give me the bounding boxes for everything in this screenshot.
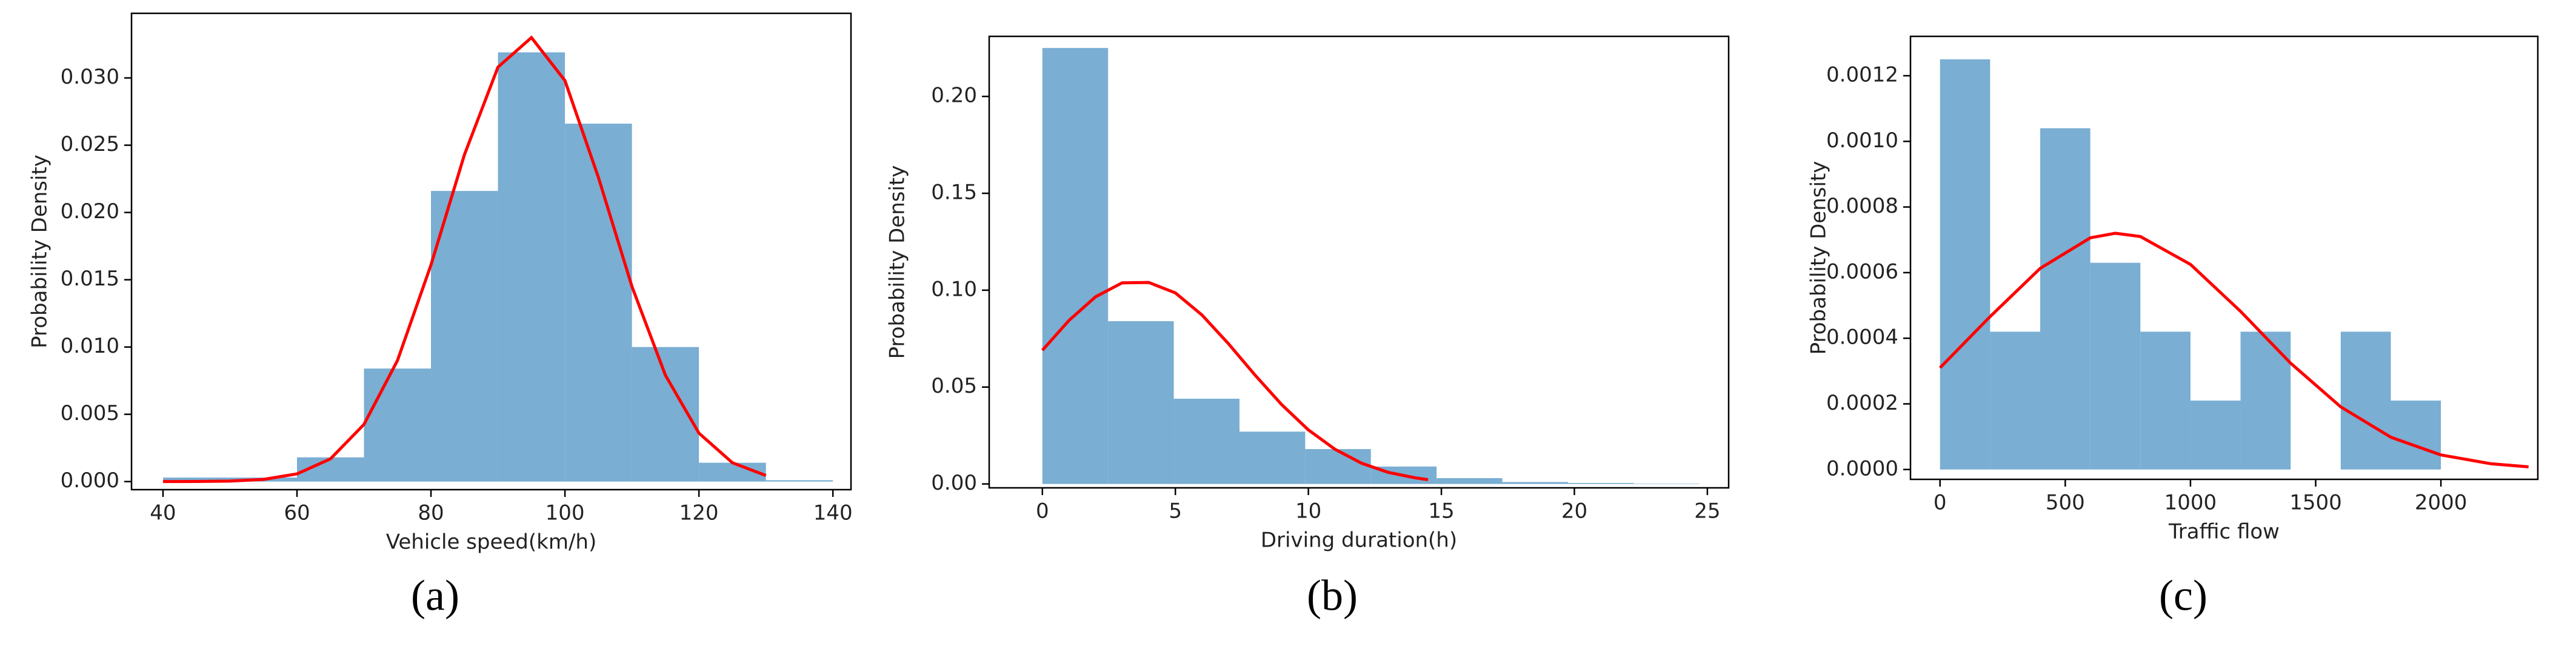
bar (364, 368, 432, 482)
y-tick-label: 0.0004 (1826, 325, 1898, 350)
bar (1173, 398, 1240, 484)
y-tick-label: 0.10 (931, 277, 977, 301)
y-tick-label: 0.005 (61, 401, 119, 425)
x-tick-label: 0 (1934, 491, 1947, 515)
y-tick-label: 0.0002 (1826, 391, 1898, 415)
bar (2090, 262, 2141, 470)
x-tick-label: 1500 (2289, 491, 2342, 515)
bar (1305, 449, 1371, 484)
y-tick-label: 0.010 (61, 334, 119, 358)
x-axis-label: Traffic flow (2168, 520, 2280, 544)
y-tick-label: 0.20 (931, 84, 977, 108)
y-tick-label: 0.000 (61, 468, 119, 493)
bar (431, 191, 498, 482)
bar (2391, 401, 2441, 470)
bar (2040, 128, 2090, 470)
y-tick-label: 0.0000 (1826, 456, 1898, 481)
y-axis-label: Probability Density (886, 165, 910, 359)
x-tick-label: 1000 (2164, 491, 2217, 515)
x-tick-label: 60 (284, 501, 310, 525)
bar (498, 52, 566, 482)
x-tick-label: 2000 (2415, 491, 2468, 515)
x-tick-label: 40 (150, 501, 176, 525)
bar (1108, 321, 1174, 484)
caption: (a) (411, 571, 459, 620)
x-axis-label: Vehicle speed(km/h) (386, 530, 596, 554)
bar (766, 480, 833, 482)
x-tick-label: 20 (1561, 499, 1587, 524)
y-tick-label: 0.0010 (1826, 128, 1898, 153)
bar (2240, 331, 2291, 470)
y-tick-label: 0.00 (931, 471, 977, 495)
bar (2190, 401, 2241, 470)
fit-curve (1041, 281, 1429, 482)
x-tick-label: 10 (1295, 499, 1321, 524)
x-tick-label: 5 (1169, 499, 1182, 524)
x-tick-label: 80 (418, 501, 444, 525)
bar (1940, 59, 1990, 470)
y-axis-label: Probability Density (28, 155, 52, 348)
fit-curve (162, 35, 767, 484)
x-tick-label: 140 (813, 501, 853, 525)
y-tick-label: 0.15 (931, 180, 977, 204)
x-tick-label: 100 (546, 501, 585, 525)
bar (1042, 48, 1109, 484)
bar (2140, 331, 2191, 470)
x-tick-label: 120 (679, 501, 719, 525)
y-tick-label: 0.05 (931, 374, 977, 398)
y-tick-label: 0.015 (61, 267, 119, 291)
y-tick-label: 0.0012 (1826, 62, 1898, 87)
y-tick-label: 0.020 (61, 199, 119, 224)
bar (1990, 331, 2041, 470)
caption: (b) (1307, 571, 1358, 620)
y-tick-label: 0.0008 (1826, 194, 1898, 218)
x-tick-label: 0 (1036, 499, 1049, 524)
bar (565, 124, 632, 482)
y-tick-label: 0.0006 (1826, 259, 1898, 284)
x-tick-label: 500 (2046, 491, 2085, 515)
bar (162, 478, 230, 482)
fit-curve (1938, 231, 2529, 468)
y-tick-label: 0.030 (61, 65, 119, 89)
plot-frame (988, 35, 1730, 489)
bar (2340, 331, 2391, 470)
x-axis-label: Driving duration(h) (1261, 528, 1457, 553)
bar (1436, 478, 1503, 484)
bar (1567, 483, 1634, 484)
plot-frame (130, 12, 852, 491)
x-tick-label: 15 (1428, 499, 1454, 524)
x-tick-label: 25 (1694, 499, 1720, 524)
caption: (c) (2159, 571, 2207, 620)
bar (1239, 431, 1306, 484)
y-axis-label: Probability Density (1807, 161, 1831, 355)
plot-frame (1909, 35, 2539, 481)
bar (1502, 482, 1568, 484)
y-tick-label: 0.025 (61, 132, 119, 156)
